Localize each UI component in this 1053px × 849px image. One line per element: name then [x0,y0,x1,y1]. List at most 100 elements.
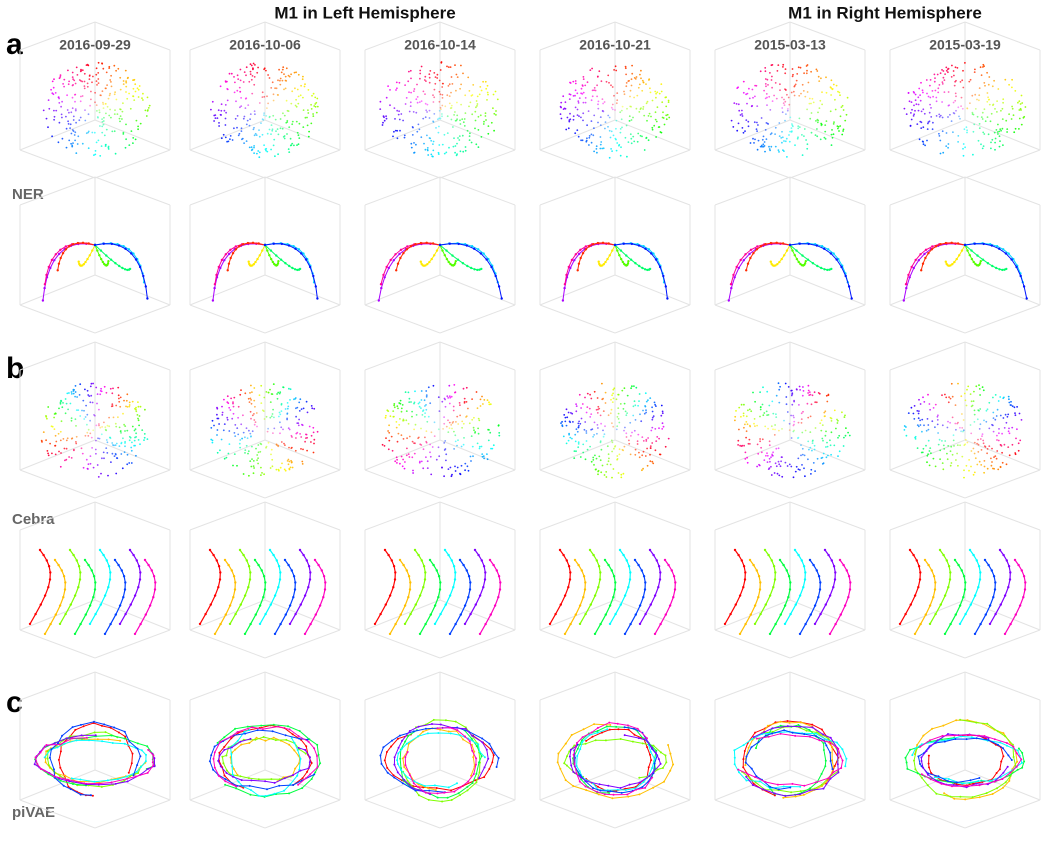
vertex [79,571,82,574]
point [448,427,451,430]
point [147,107,150,109]
point [811,442,814,444]
vertex [256,257,259,261]
vertex [152,754,155,757]
point [610,84,612,87]
point [772,454,774,457]
point [477,115,480,118]
vertex [625,254,628,257]
point [395,426,398,429]
point [54,92,57,94]
vertex [48,578,52,581]
point [65,115,67,118]
point [482,123,485,125]
vertex [236,739,239,742]
point [91,131,94,134]
point [474,432,476,434]
point [736,129,739,132]
point [295,105,298,108]
point [432,149,435,152]
point [782,102,785,105]
point [454,151,456,154]
point [607,125,609,128]
point [253,467,256,469]
point [420,136,423,139]
point [415,143,417,146]
point [623,402,626,405]
vertex [604,739,607,742]
point [596,424,599,426]
vertex [309,773,312,776]
point [305,437,307,439]
vertex [248,784,251,787]
point [218,122,220,124]
point [103,116,105,119]
point [452,405,455,408]
point [137,417,139,420]
vertex [292,774,294,777]
point [101,457,103,460]
point [103,134,106,137]
point [1022,116,1025,119]
point [105,391,108,394]
point [625,124,628,127]
point [568,432,570,435]
vertex [400,747,403,750]
vertex [773,794,776,797]
point [764,97,767,100]
point [410,401,412,403]
point [741,444,744,447]
point [956,67,959,69]
point [393,130,395,133]
point [815,120,817,122]
point [749,142,752,144]
point [448,395,451,398]
vertex [485,258,488,261]
point [629,453,632,456]
vertex [322,596,325,599]
point [256,459,258,461]
vertex [917,259,920,262]
point [934,77,936,79]
point [385,437,387,439]
point [279,79,281,82]
vertex [601,241,605,244]
point [825,446,827,448]
vertex [139,571,142,574]
point [1020,123,1023,126]
point [388,439,391,442]
vertex [661,767,664,769]
vertex [633,558,637,562]
point [642,106,645,108]
point [613,447,615,450]
vertex [752,736,755,739]
plot-cell [19,176,171,334]
point [825,76,827,79]
point [287,458,290,461]
vertex [574,613,577,616]
box-edge [264,769,341,801]
vertex [802,565,806,568]
vertex [91,249,94,252]
point [938,132,940,135]
point [261,118,264,120]
point [920,127,923,129]
point [95,104,98,106]
vertex [256,729,259,732]
vertex [755,569,758,572]
vertex [644,247,647,250]
vertex [383,759,386,762]
point [934,89,937,92]
point [245,66,248,69]
vertex [578,604,582,607]
point [72,392,75,395]
vertex [428,789,431,792]
point [581,403,584,405]
vertex [312,274,315,278]
point [563,107,566,110]
point [216,117,219,119]
point [433,88,436,91]
trajectory [789,243,853,299]
point [102,67,105,70]
point [133,78,136,81]
